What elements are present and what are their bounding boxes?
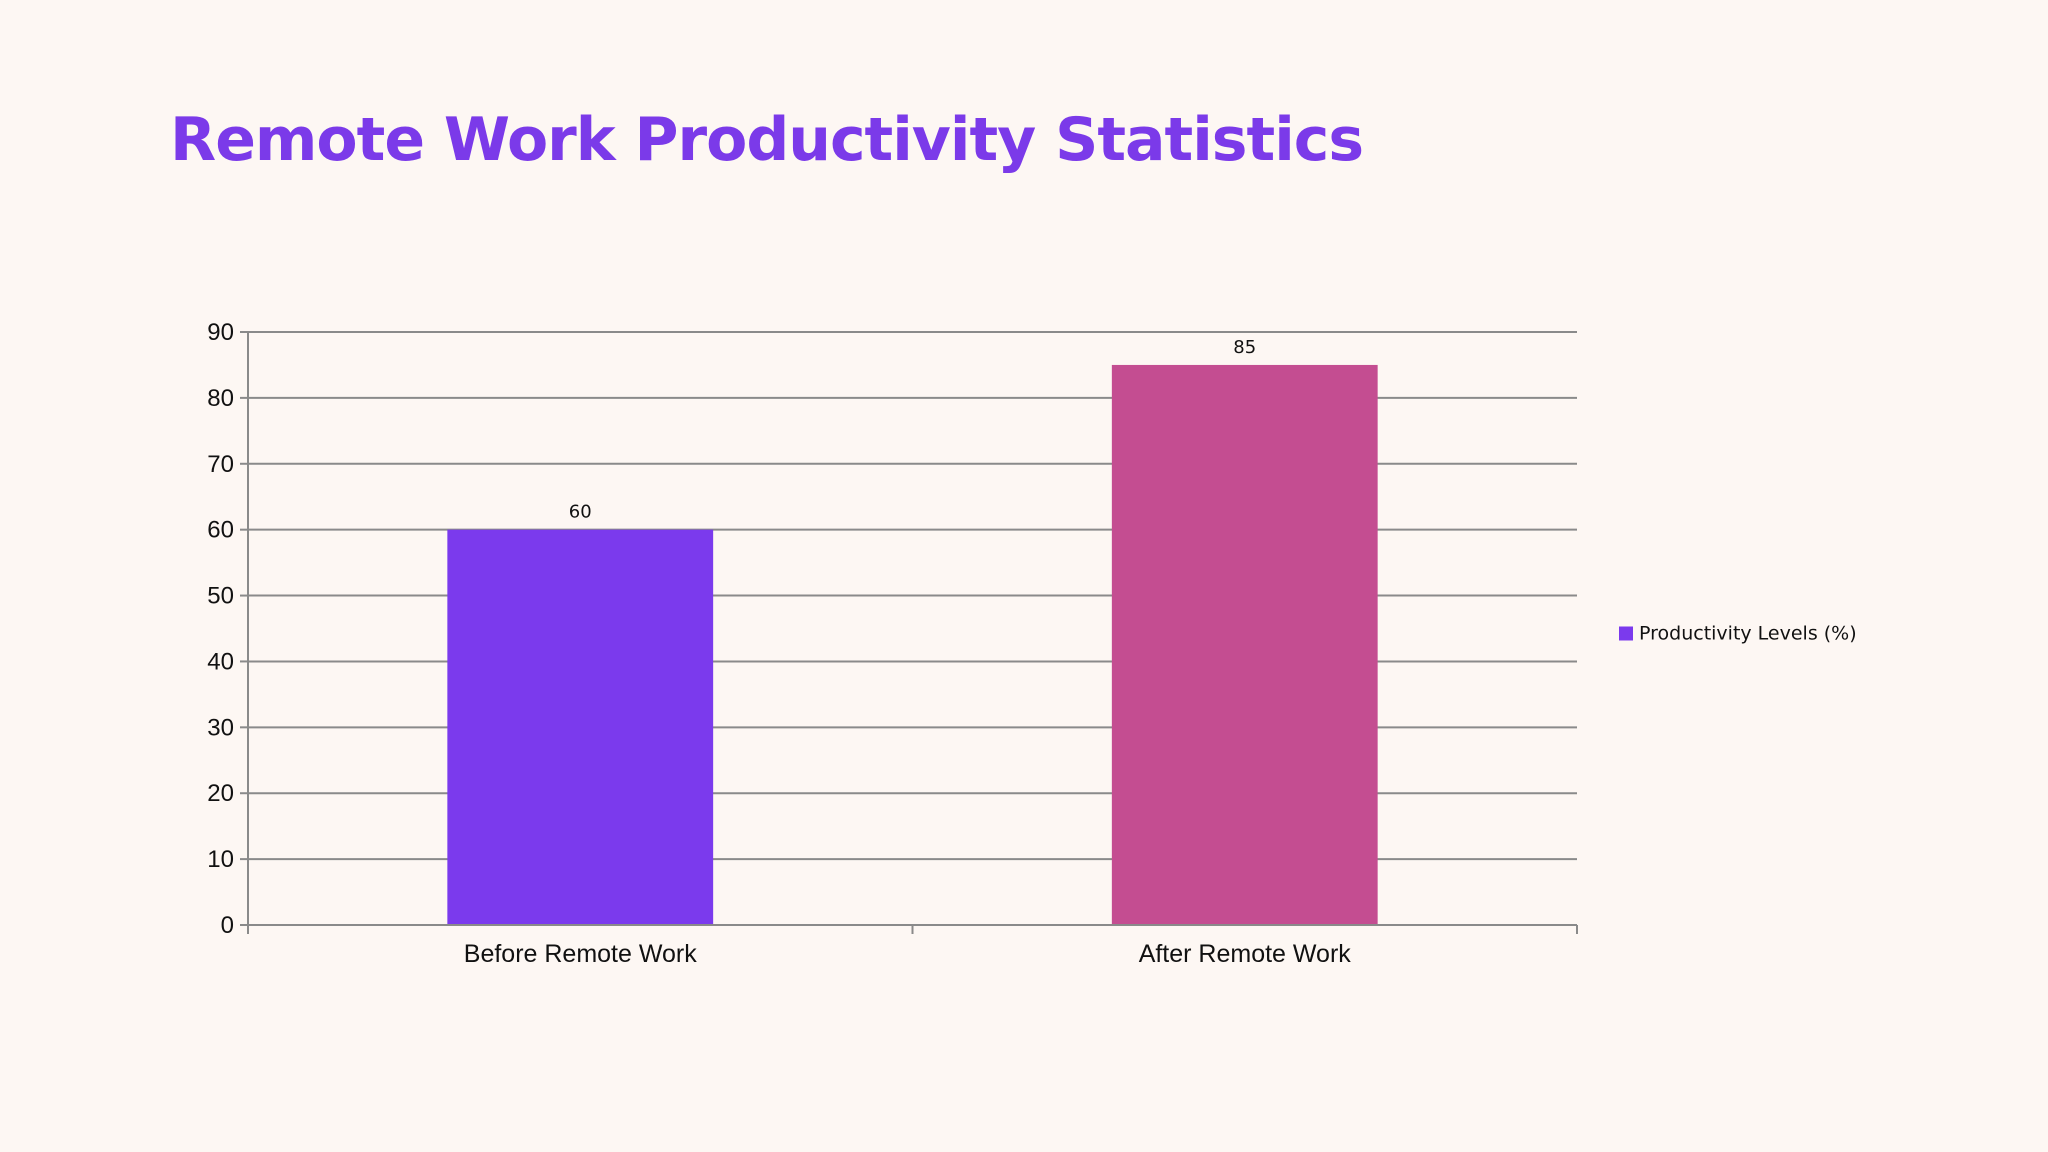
data-label: 85 [1233, 337, 1256, 358]
y-tick-label: 10 [207, 846, 234, 873]
labels: 0 10 20 30 40 50 60 70 80 90 60 Before Remote Work 8… [207, 319, 1351, 968]
data-label: 60 [569, 502, 592, 523]
y-tick-label: 0 [221, 912, 234, 939]
x-category-label: Before Remote Work [464, 940, 697, 968]
y-tick-label: 80 [207, 385, 234, 412]
y-tick-label: 50 [207, 583, 234, 610]
bar [447, 529, 714, 925]
y-tick-label: 40 [207, 648, 234, 675]
y-tick-label: 60 [207, 517, 234, 544]
x-category-label: After Remote Work [1139, 940, 1352, 968]
y-tick-label: 30 [207, 714, 234, 741]
slide-title: Remote Work Productivity Statistics [170, 105, 1364, 175]
axes [240, 331, 1578, 934]
bars [447, 364, 1378, 925]
y-tick-label: 20 [207, 780, 234, 807]
y-tick-label: 90 [207, 319, 234, 346]
legend: Productivity Levels (%) [1619, 623, 1857, 645]
bar [1111, 364, 1378, 925]
y-tick-label: 70 [207, 451, 234, 478]
legend-swatch [1619, 626, 1633, 641]
legend-label: Productivity Levels (%) [1639, 623, 1857, 645]
